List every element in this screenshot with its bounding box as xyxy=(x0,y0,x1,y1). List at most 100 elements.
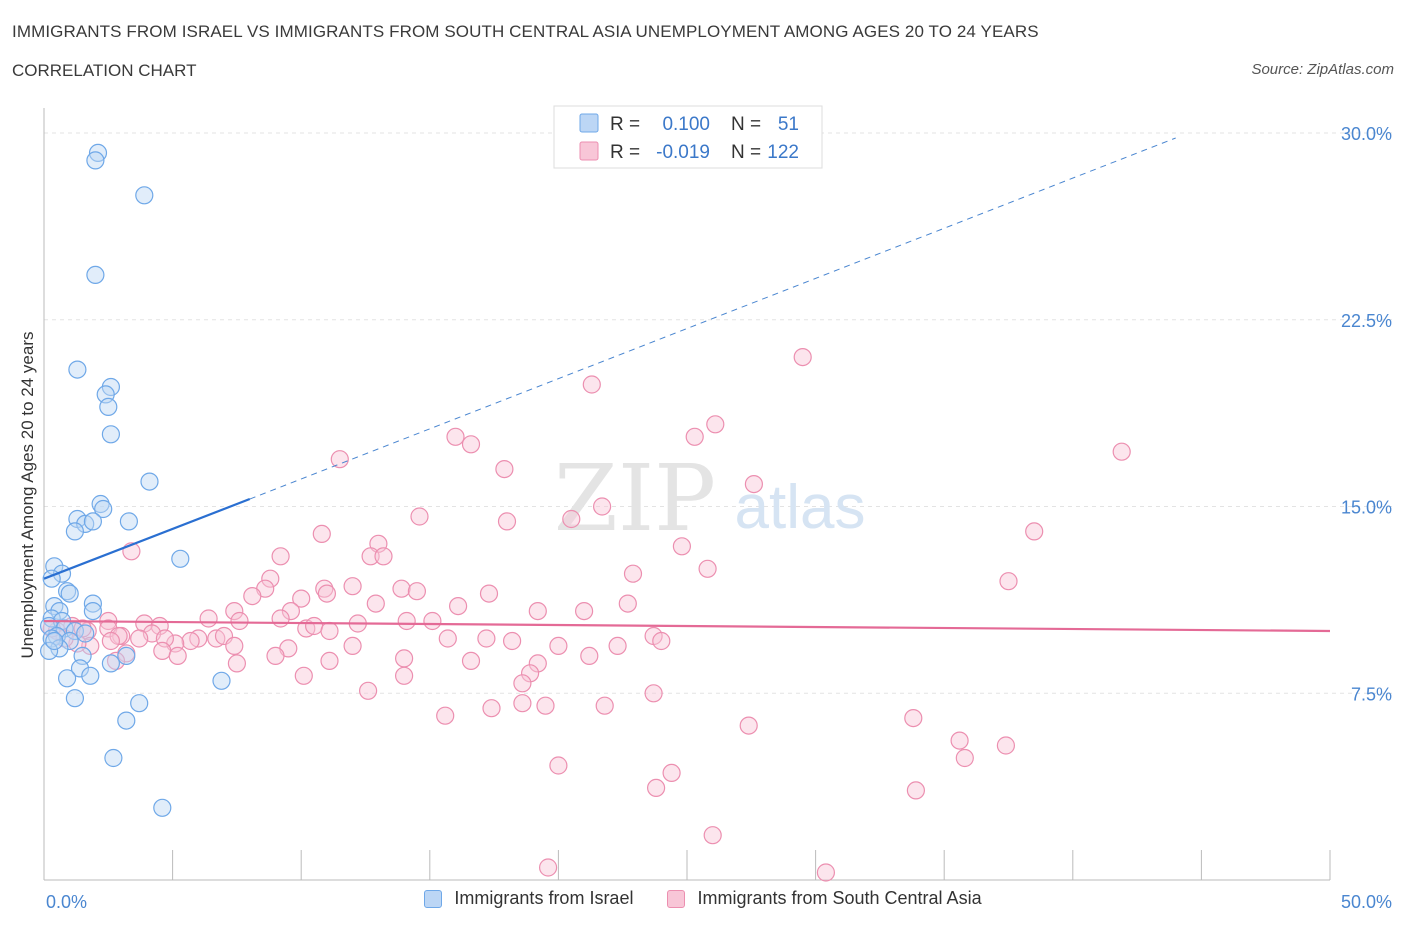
point-israel xyxy=(39,641,59,661)
legend-item-israel: Immigrants from Israel xyxy=(424,888,633,909)
y-tick-label: 7.5% xyxy=(1351,684,1392,704)
point-south-central-asia xyxy=(225,636,244,656)
point-south-central-asia xyxy=(410,507,429,526)
point-south-central-asia xyxy=(999,572,1018,591)
point-south-central-asia xyxy=(438,629,457,648)
point-south-central-asia xyxy=(461,651,481,671)
legend-label-sca: Immigrants from South Central Asia xyxy=(697,888,982,908)
point-south-central-asia xyxy=(582,375,601,394)
point-south-central-asia xyxy=(271,609,290,628)
point-israel xyxy=(60,631,79,651)
point-south-central-asia xyxy=(549,756,568,775)
y-tick-labels: 7.5% 15.0% 22.5% 30.0% xyxy=(1341,124,1392,704)
y-tick-label: 30.0% xyxy=(1341,124,1392,144)
point-south-central-asia xyxy=(502,631,522,651)
x-tick-label: 50.0% xyxy=(1341,892,1392,912)
axes xyxy=(43,108,1331,881)
point-south-central-asia xyxy=(528,654,547,673)
point-israel xyxy=(57,669,77,688)
point-israel xyxy=(83,512,103,531)
grid-lines xyxy=(44,132,1392,694)
stats-legend: R = 0.100 N = 51 R = -0.019 N = 122 xyxy=(553,105,823,169)
point-south-central-asia xyxy=(549,636,568,656)
x-tick-label: 0.0% xyxy=(46,892,87,912)
point-south-central-asia xyxy=(513,674,532,693)
y-tick-label: 15.0% xyxy=(1341,498,1392,518)
point-south-central-asia xyxy=(407,582,426,601)
point-south-central-asia xyxy=(996,736,1016,755)
source-credit: Source: ZipAtlas.com xyxy=(1251,61,1394,78)
point-south-central-asia xyxy=(580,646,599,666)
trend-lines xyxy=(43,137,1331,633)
legend-r-label-sca: R = xyxy=(610,142,640,163)
point-israel xyxy=(65,689,85,708)
point-south-central-asia xyxy=(574,601,594,621)
legend-n-value-israel: 51 xyxy=(778,114,799,135)
point-south-central-asia xyxy=(361,547,380,566)
point-south-central-asia xyxy=(477,629,496,648)
chart-subtitle: CORRELATION CHART xyxy=(12,61,197,80)
point-south-central-asia xyxy=(168,646,187,666)
point-south-central-asia xyxy=(698,559,717,578)
point-south-central-asia xyxy=(644,684,663,703)
point-south-central-asia xyxy=(685,427,704,446)
point-south-central-asia xyxy=(292,589,311,608)
point-south-central-asia xyxy=(266,646,285,666)
point-south-central-asia xyxy=(608,636,627,656)
point-south-central-asia xyxy=(436,706,455,725)
point-south-central-asia xyxy=(536,696,555,715)
point-israel xyxy=(212,671,231,690)
point-south-central-asia xyxy=(294,666,313,685)
point-south-central-asia xyxy=(343,636,362,656)
point-south-central-asia xyxy=(101,631,121,651)
legend-r-value-sca: -0.019 xyxy=(656,142,710,163)
point-south-central-asia xyxy=(106,651,126,671)
point-south-central-asia xyxy=(739,716,758,735)
point-israel xyxy=(94,499,113,519)
point-south-central-asia xyxy=(479,584,499,603)
watermark: ZIP atlas xyxy=(554,445,866,552)
bottom-legend: Immigrants from Israel Immigrants from S… xyxy=(0,888,1406,909)
point-south-central-asia xyxy=(497,512,517,531)
trend-south-central-asia xyxy=(43,619,1331,633)
legend-n-label-israel: N = xyxy=(731,114,761,135)
point-south-central-asia xyxy=(199,609,218,628)
point-south-central-asia xyxy=(225,601,244,621)
point-south-central-asia xyxy=(513,694,532,713)
legend-r-value-israel: 0.100 xyxy=(662,114,710,135)
point-israel xyxy=(117,646,136,666)
point-south-central-asia xyxy=(312,524,331,544)
point-south-central-asia xyxy=(449,596,468,616)
data-points xyxy=(39,143,1131,882)
point-south-central-asia xyxy=(672,537,692,556)
trend-israel-extension xyxy=(249,137,1176,500)
point-israel xyxy=(70,659,90,678)
point-israel xyxy=(99,397,118,416)
point-israel xyxy=(68,360,87,379)
point-south-central-asia xyxy=(446,427,465,446)
point-south-central-asia xyxy=(950,731,969,750)
point-south-central-asia xyxy=(305,616,324,636)
point-israel xyxy=(101,425,121,444)
x-tick-labels: 0.0% 50.0% xyxy=(46,892,1392,912)
watermark-atlas: atlas xyxy=(735,473,866,542)
point-south-central-asia xyxy=(706,415,725,434)
point-israel xyxy=(91,494,110,514)
point-south-central-asia xyxy=(153,641,172,661)
point-south-central-asia xyxy=(397,611,416,631)
point-israel xyxy=(83,594,103,613)
point-south-central-asia xyxy=(955,748,974,768)
point-israel xyxy=(76,624,95,643)
point-israel xyxy=(119,512,138,531)
point-south-central-asia xyxy=(243,586,262,606)
point-south-central-asia xyxy=(423,611,442,631)
point-israel xyxy=(171,549,190,568)
point-south-central-asia xyxy=(359,681,378,700)
trend-israel xyxy=(43,498,251,580)
point-south-central-asia xyxy=(461,435,481,454)
point-south-central-asia xyxy=(392,579,411,598)
point-south-central-asia xyxy=(227,654,246,673)
point-south-central-asia xyxy=(520,664,540,683)
point-israel xyxy=(140,472,159,491)
y-axis-label: Unemployment Among Ages 20 to 24 years xyxy=(18,332,37,659)
